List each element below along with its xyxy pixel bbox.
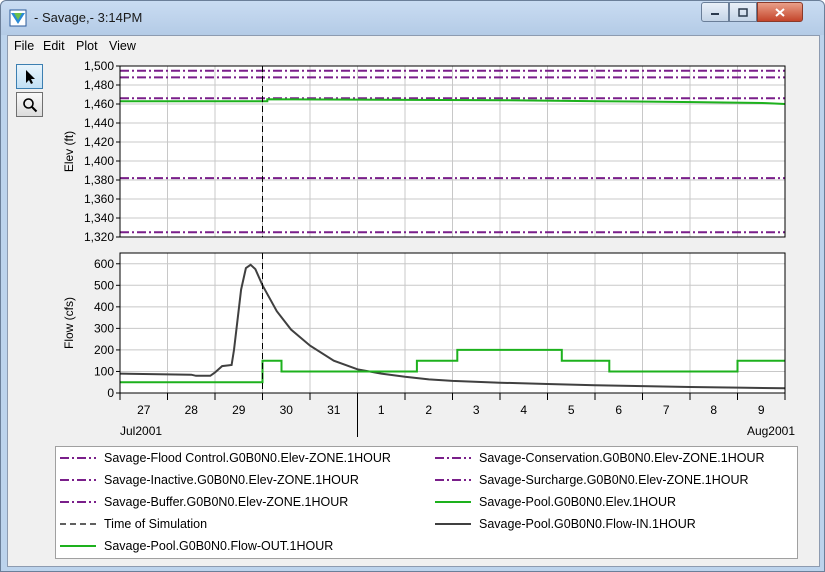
elev-axis-label: Elev (ft) xyxy=(62,131,76,172)
title-bar[interactable]: - Savage,- 3:14PM xyxy=(1,1,824,35)
y-tick-label: 1,340 xyxy=(84,211,114,225)
legend-label: Savage-Flood Control.G0B0N0.Elev-ZONE.1H… xyxy=(104,451,391,465)
legend-swatch xyxy=(60,545,96,547)
elevation-panel: 1,500 1,480 1,460 1,440 1,420 1,400 1,380 1,360… xyxy=(62,59,786,244)
y-tick-label: 600 xyxy=(94,257,114,271)
legend-swatch xyxy=(60,523,96,525)
y-tick-label: 1,320 xyxy=(84,230,114,244)
period-label: Jul2001 xyxy=(120,424,162,438)
menu-file[interactable]: File xyxy=(14,39,35,53)
legend-swatch xyxy=(435,501,471,503)
legend-swatch xyxy=(435,457,471,459)
legend-swatch xyxy=(60,479,96,481)
menu-view[interactable]: View xyxy=(109,39,136,53)
menu-bar: File Edit Plot View xyxy=(8,36,819,56)
x-tick-label: 8 xyxy=(710,403,717,417)
legend-swatch xyxy=(60,457,96,459)
maximize-button[interactable] xyxy=(729,2,757,22)
y-tick-label: 1,360 xyxy=(84,192,114,206)
magnifier-icon xyxy=(22,97,37,112)
y-tick-label: 1,420 xyxy=(84,135,114,149)
legend-swatch xyxy=(435,479,471,481)
arrow-pointer-icon xyxy=(25,69,35,84)
legend-label: Savage-Buffer.G0B0N0.Elev-ZONE.1HOUR xyxy=(104,495,349,509)
legend-item: Savage-Conservation.G0B0N0.Elev-ZONE.1HO… xyxy=(433,450,765,466)
x-tick-label: 9 xyxy=(758,403,765,417)
legend: Savage-Flood Control.G0B0N0.Elev-ZONE.1H… xyxy=(55,446,798,559)
legend-item: Savage-Pool.G0B0N0.Flow-OUT.1HOUR xyxy=(58,538,333,554)
x-tick-label: 29 xyxy=(232,403,246,417)
legend-label: Time of Simulation xyxy=(104,517,208,531)
x-tick-label: 1 xyxy=(378,403,385,417)
y-tick-label: 400 xyxy=(94,300,114,314)
legend-item: Savage-Pool.G0B0N0.Elev.1HOUR xyxy=(433,494,676,510)
period-label: Aug2001 xyxy=(747,424,795,438)
close-icon xyxy=(775,7,785,17)
legend-label: Savage-Pool.G0B0N0.Elev.1HOUR xyxy=(479,495,677,509)
y-tick-label: 100 xyxy=(94,364,114,378)
series-line xyxy=(119,263,786,390)
y-tick-label: 1,480 xyxy=(84,78,114,92)
y-tick-label: 1,440 xyxy=(84,116,114,130)
x-tick-label: 30 xyxy=(280,403,294,417)
series-line xyxy=(120,98,786,105)
legend-item: Savage-Buffer.G0B0N0.Elev-ZONE.1HOUR xyxy=(58,494,348,510)
x-tick-label: 2 xyxy=(425,403,432,417)
y-tick-label: 1,400 xyxy=(84,154,114,168)
series-line xyxy=(120,348,785,384)
window-title: - Savage,- 3:14PM xyxy=(34,10,143,25)
close-button[interactable] xyxy=(757,2,803,22)
x-tick-label: 31 xyxy=(327,403,341,417)
minimize-button[interactable] xyxy=(701,2,729,22)
legend-label: Savage-Pool.G0B0N0.Flow-IN.1HOUR xyxy=(479,517,696,531)
y-tick-label: 500 xyxy=(94,278,114,292)
y-tick-label: 1,460 xyxy=(84,97,114,111)
time-axis: 27 28 29 30 31 1 2 3 4 5 6 7 8 9 Jul2001 Aug2001 xyxy=(119,393,795,438)
legend-label: Savage-Surcharge.G0B0N0.Elev-ZONE.1HOUR xyxy=(479,473,749,487)
app-icon xyxy=(9,9,27,27)
x-tick-label: 6 xyxy=(615,403,622,417)
legend-swatch xyxy=(60,501,96,503)
x-tick-label: 3 xyxy=(473,403,480,417)
y-tick-label: 0 xyxy=(107,386,114,400)
menu-plot[interactable]: Plot xyxy=(76,39,98,53)
legend-label: Savage-Conservation.G0B0N0.Elev-ZONE.1HO… xyxy=(479,451,765,465)
x-tick-label: 4 xyxy=(520,403,527,417)
minimize-icon xyxy=(711,13,719,15)
plot-area[interactable]: 1,500 1,480 1,460 1,440 1,420 1,400 1,380 1,360… xyxy=(48,56,815,451)
legend-item: Time of Simulation xyxy=(58,516,207,532)
x-tick-label: 27 xyxy=(137,403,151,417)
client-area: File Edit Plot View 1,500 1,480 1,460 1,440… xyxy=(7,35,820,567)
y-tick-label: 1,500 xyxy=(84,59,114,73)
plot-border xyxy=(119,65,786,238)
legend-item: Savage-Inactive.G0B0N0.Elev-ZONE.1HOUR xyxy=(58,472,359,488)
y-tick-label: 300 xyxy=(94,321,114,335)
legend-swatch xyxy=(435,523,471,525)
x-tick-label: 5 xyxy=(568,403,575,417)
legend-item: Savage-Pool.G0B0N0.Flow-IN.1HOUR xyxy=(433,516,696,532)
legend-item: Savage-Surcharge.G0B0N0.Elev-ZONE.1HOUR xyxy=(433,472,749,488)
flow-panel: 600 500 400 300 200 100 0 Flow (cfs) xyxy=(62,252,786,400)
legend-label: Savage-Pool.G0B0N0.Flow-OUT.1HOUR xyxy=(104,539,334,553)
x-tick-label: 7 xyxy=(663,403,670,417)
x-tick-label: 28 xyxy=(185,403,199,417)
maximize-icon xyxy=(738,7,748,17)
legend-item: Savage-Flood Control.G0B0N0.Elev-ZONE.1H… xyxy=(58,450,391,466)
flow-axis-label: Flow (cfs) xyxy=(62,297,76,349)
legend-label: Savage-Inactive.G0B0N0.Elev-ZONE.1HOUR xyxy=(104,473,359,487)
menu-edit[interactable]: Edit xyxy=(43,39,65,53)
y-tick-label: 1,380 xyxy=(84,173,114,187)
zoom-tool-button[interactable] xyxy=(16,92,43,117)
pointer-tool-button[interactable] xyxy=(16,64,43,89)
y-tick-label: 200 xyxy=(94,343,114,357)
